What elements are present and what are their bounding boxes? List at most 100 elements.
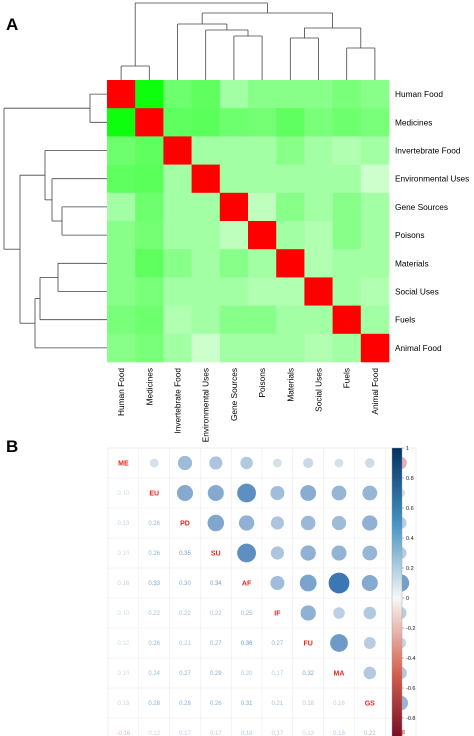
heatmap-cell	[304, 249, 333, 278]
heatmap-cell	[304, 136, 333, 165]
heatmap-cell	[135, 192, 164, 222]
correlation-value: 0.10	[118, 671, 130, 677]
correlation-circle	[334, 458, 344, 468]
heatmap-cell	[191, 221, 221, 250]
row-label: Invertebrate Food	[395, 146, 461, 156]
correlation-value: 0.31	[241, 701, 253, 707]
heatmap-a-row-labels: Human Food Medicines Invertebrate Food Envi…	[395, 89, 469, 353]
heatmap-cell	[107, 277, 136, 306]
correlation-value: 0.36	[241, 641, 253, 647]
heatmap-cell	[135, 221, 164, 250]
heatmap-cell	[304, 192, 333, 222]
heatmap-cell	[360, 249, 390, 278]
correlation-value: 0.18	[333, 731, 345, 736]
correlation-circle	[270, 516, 284, 530]
heatmap-cell	[248, 108, 277, 137]
heatmap-cell	[219, 249, 249, 278]
correlation-circle	[240, 456, 253, 470]
heatmap-cell	[191, 333, 221, 363]
correlation-circle	[362, 485, 378, 501]
row-label: Fuels	[395, 315, 415, 325]
row-label: Human Food	[395, 89, 443, 99]
correlation-value: 0.20	[241, 671, 253, 677]
heatmap-cell	[135, 136, 164, 165]
heatmap-cell	[135, 333, 164, 363]
correlation-value: 0.22	[364, 731, 376, 736]
heatmap-cell	[163, 192, 192, 222]
row-label: Poisons	[395, 230, 425, 240]
heatmap-cell	[163, 108, 192, 137]
heatmap-cell	[248, 249, 277, 278]
heatmap-cell	[219, 192, 249, 222]
correlation-value: 0.10	[118, 611, 130, 617]
correlation-circle	[362, 515, 378, 531]
column-label: Social Uses	[314, 368, 324, 412]
heatmap-cell	[276, 333, 305, 363]
row-label: Materials	[395, 258, 429, 268]
correlation-circle	[238, 515, 255, 531]
heatmap-cell	[219, 277, 249, 306]
panel-b-label: B	[6, 437, 18, 456]
correlation-circle	[270, 486, 285, 500]
column-label: Medicines	[144, 368, 154, 405]
row-label: Gene Sources	[395, 202, 448, 212]
heatmap-cell	[107, 108, 136, 137]
correlation-value: 0.12	[118, 641, 130, 647]
heatmap-cell	[163, 277, 192, 306]
heatmap-cell	[191, 305, 221, 335]
correlation-value: 0.24	[148, 671, 160, 677]
correlation-circle	[177, 455, 193, 471]
heatmap-cell	[191, 136, 221, 165]
heatmap-cell	[360, 164, 390, 194]
correlation-value: 0.26	[148, 641, 160, 647]
heatmap-cell	[248, 333, 277, 363]
heatmap-cell	[219, 305, 249, 335]
correlation-circle	[363, 637, 376, 649]
correlation-value: -0.16	[117, 731, 131, 736]
heatmap-a-column-labels: Human Food Medicines Invertebrate Food Envi…	[116, 368, 380, 443]
heatmap-cell	[360, 136, 390, 165]
heatmap-cell	[332, 305, 362, 335]
heatmap-cell	[332, 192, 362, 222]
correlation-circle	[300, 485, 317, 501]
correlation-circle	[361, 574, 378, 592]
correlation-value: 0.22	[148, 611, 160, 617]
correlation-value: 0.22	[179, 611, 191, 617]
correlation-variable-label: FU	[304, 641, 313, 648]
correlation-variable-label: IF	[274, 611, 281, 618]
heatmap-cell	[304, 333, 333, 363]
correlation-circle	[207, 484, 224, 502]
correlation-circle	[176, 484, 194, 502]
heatmap-cell	[191, 80, 221, 109]
correlation-value: 0.17	[272, 731, 284, 736]
heatmap-cell	[276, 277, 305, 306]
correlation-circle	[300, 545, 316, 561]
colorbar-tick-label: 0.2	[406, 566, 414, 572]
correlation-value: 0.17	[272, 671, 284, 677]
heatmap-cell	[107, 305, 136, 335]
heatmap-cell	[276, 136, 305, 165]
correlation-value: 0.13	[118, 521, 130, 527]
correlation-value: 0.27	[272, 641, 284, 647]
heatmap-cell	[135, 277, 164, 306]
correlation-value: 0.28	[148, 701, 160, 707]
heatmap-cell	[248, 80, 277, 109]
heatmap-cell	[219, 164, 249, 194]
heatmap-cell	[107, 221, 136, 250]
heatmap-cell	[276, 164, 305, 194]
heatmap-cell	[276, 221, 305, 250]
colorbar-tick-label: 0	[406, 596, 409, 602]
heatmap-cell	[191, 277, 221, 306]
heatmap-cell	[163, 249, 192, 278]
column-label: Human Food	[116, 368, 126, 416]
correlation-value: 0.27	[179, 671, 191, 677]
correlation-value: 0.21	[179, 641, 191, 647]
heatmap-cell	[332, 164, 362, 194]
heatmap-cell	[276, 192, 305, 222]
heatmap-cell	[360, 108, 390, 137]
correlation-value: 0.17	[210, 731, 222, 736]
heatmap-cell	[107, 80, 136, 109]
correlation-value: 0.12	[148, 731, 160, 736]
heatmap-cell	[163, 221, 192, 250]
heatmap-cell	[248, 305, 277, 335]
